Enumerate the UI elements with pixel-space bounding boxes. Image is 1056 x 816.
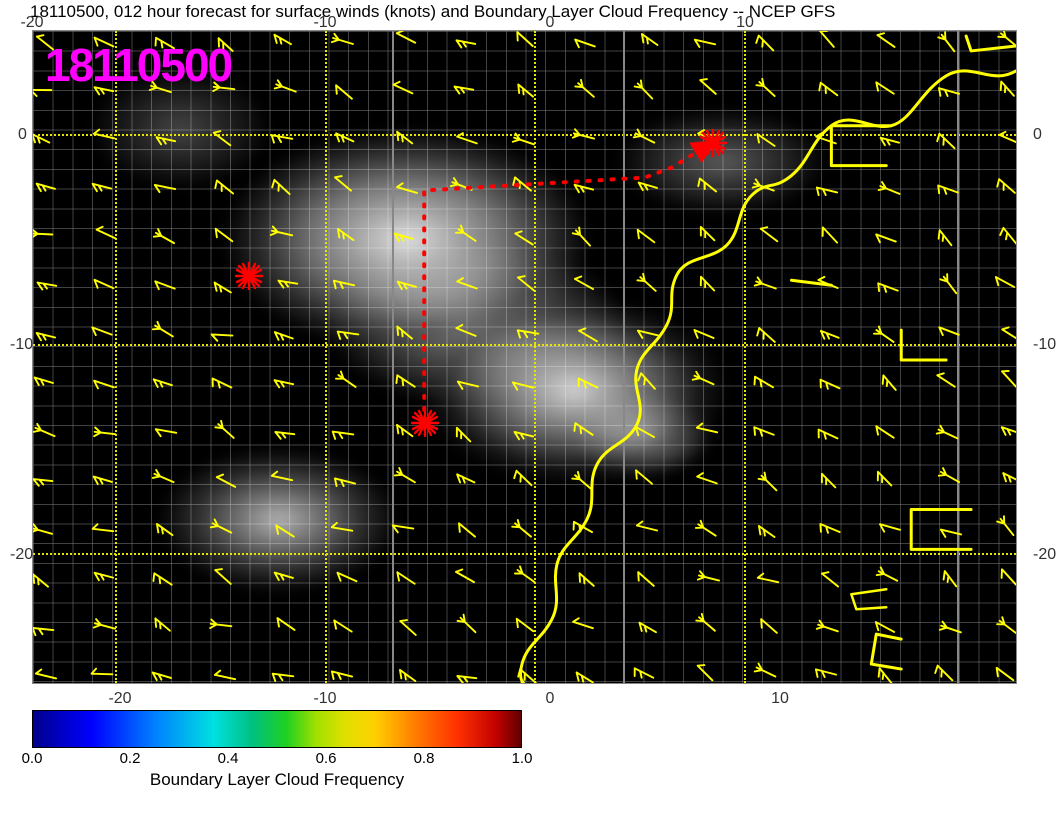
colorbar-tick-4: 0.8 (414, 750, 435, 767)
colorbar-tick-5: 1.0 (512, 750, 533, 767)
colorbar-tick-3: 0.6 (316, 750, 337, 767)
colorbar-ticks: 0.0 0.2 0.4 0.6 0.8 1.0 (32, 748, 522, 764)
top-tick-10: 10 (736, 14, 754, 32)
bottom-tick-0: 0 (546, 690, 555, 708)
right-tick--10: -10 (1033, 336, 1056, 354)
colorbar-title-label: Boundary Layer Cloud Frequency (32, 770, 522, 790)
colorbar-gradient (32, 710, 522, 748)
right-tick-0: 0 (1033, 126, 1042, 144)
right-tick--20: -20 (1033, 546, 1056, 564)
plot-area (32, 30, 1017, 684)
left-tick-0: 0 (18, 126, 27, 144)
colorbar-tick-0: 0.0 (22, 750, 43, 767)
trajectory-line (424, 147, 705, 422)
top-tick--20: -20 (20, 14, 43, 32)
left-tick--10: -10 (10, 336, 33, 354)
bottom-tick-10: 10 (771, 690, 789, 708)
colorbar-tick-1: 0.2 (120, 750, 141, 767)
bottom-tick--20: -20 (108, 690, 131, 708)
bottom-tick--10: -10 (313, 690, 336, 708)
trajectory-path (33, 31, 1016, 683)
top-tick-0: 0 (546, 14, 555, 32)
colorbar-tick-2: 0.4 (218, 750, 239, 767)
run-id-label: 18110500 (45, 38, 231, 92)
left-tick--20: -20 (10, 546, 33, 564)
top-tick--10: -10 (313, 14, 336, 32)
chart-title: 18110500, 012 hour forecast for surface … (30, 2, 835, 22)
